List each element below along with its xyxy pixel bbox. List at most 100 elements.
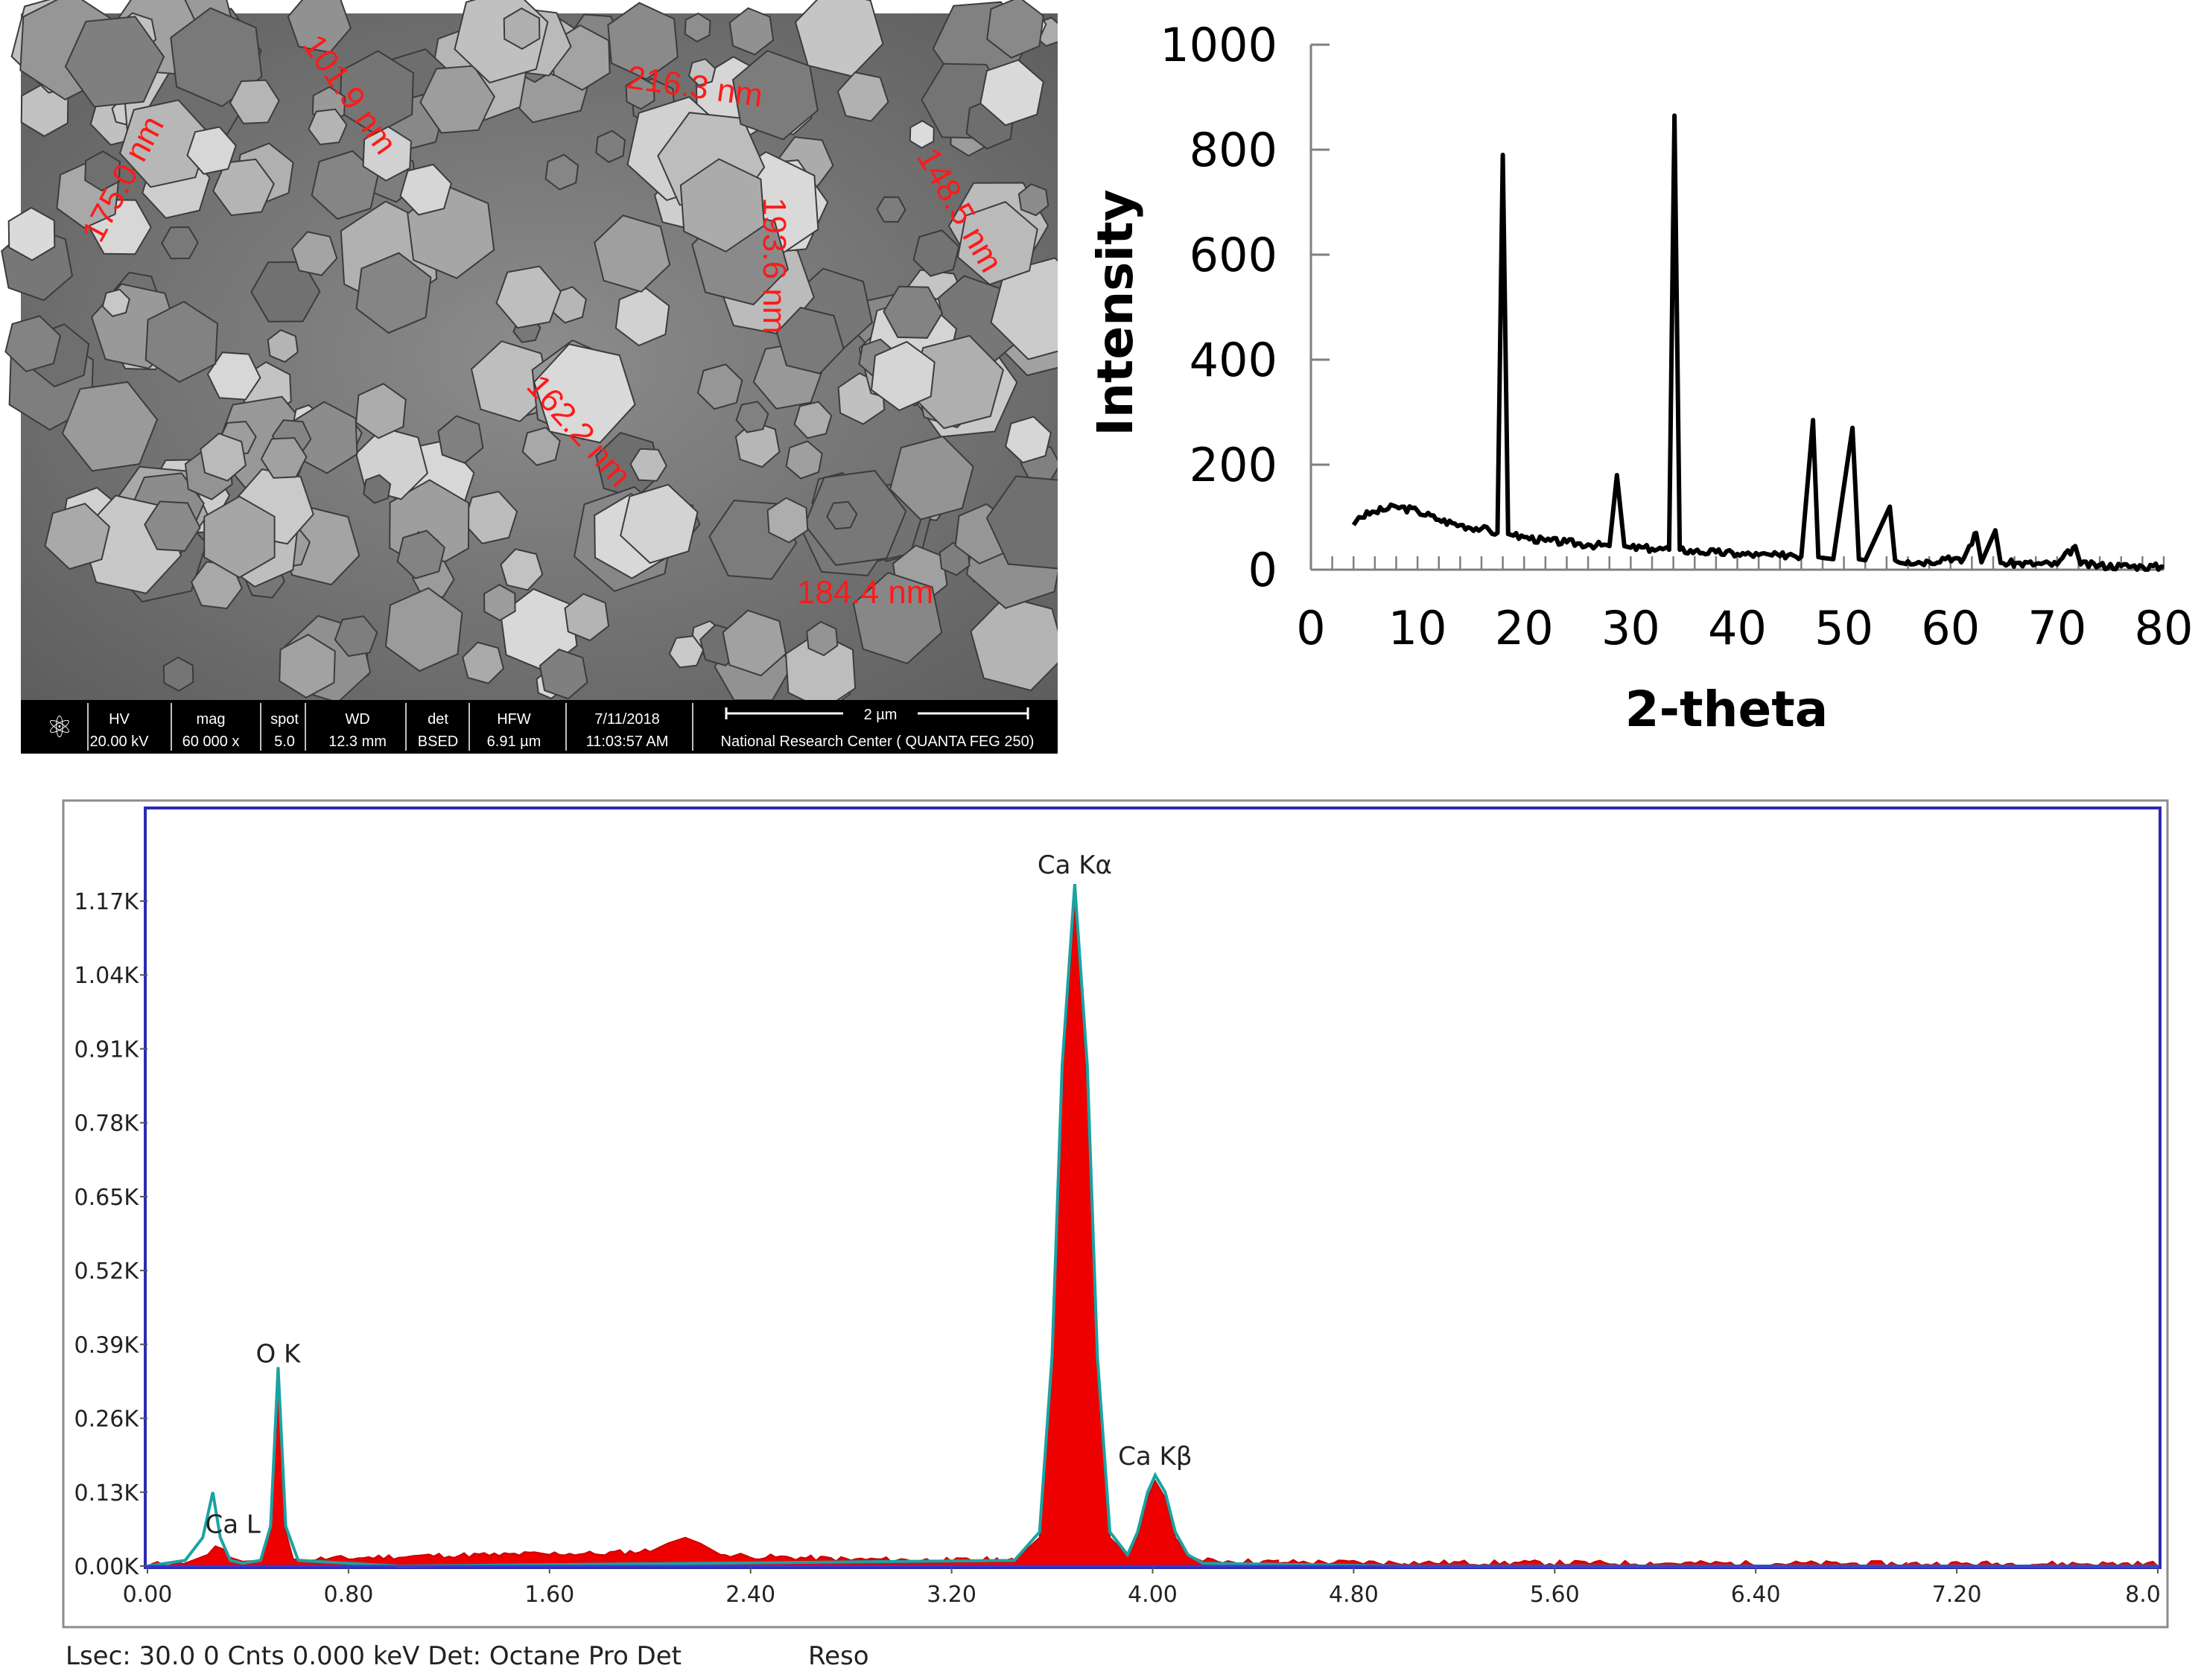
eds-y-tick-label: 0.65K: [74, 1185, 140, 1211]
sem-crystal: [144, 300, 219, 384]
xrd-y-tick-label: 200: [1190, 438, 1277, 492]
sem-crystal: [437, 415, 484, 464]
sem-crystal: [101, 288, 130, 317]
info-bar-value: 5.0: [274, 734, 295, 750]
eds-y-tick-label: 1.04K: [74, 963, 140, 989]
sem-crystal: [595, 130, 626, 163]
eds-x-tick-label: 6.40: [1731, 1582, 1781, 1608]
sem-crystal: [399, 163, 452, 216]
info-bar-header: det: [428, 711, 448, 728]
sem-crystal: [363, 474, 392, 504]
sem-crystal: [161, 226, 199, 260]
info-bar-value: 60 000 x: [182, 734, 240, 750]
sem-crystal: [625, 76, 655, 110]
sem-crystal: [668, 635, 705, 669]
sem-crystal: [912, 229, 960, 277]
sem-crystal: [564, 593, 610, 642]
sem-crystal: [728, 7, 775, 56]
xrd-x-tick-label: 70: [2027, 601, 2086, 655]
sem-crystal: [684, 12, 711, 43]
sem-crystal: [889, 435, 974, 521]
sem-crystal: [362, 126, 412, 182]
eds-peak-label: Ca Kβ: [1118, 1442, 1192, 1471]
sem-crystal: [206, 351, 261, 401]
xrd-x-tick-label: 80: [2135, 601, 2194, 655]
sem-crystal: [722, 609, 787, 677]
sem-crystal: [970, 596, 1058, 692]
xrd-axes: [1309, 43, 2165, 571]
sem-crystal: [396, 529, 445, 579]
eds-x-tick-label: 4.80: [1329, 1582, 1379, 1608]
sem-crystal: [84, 150, 121, 192]
xrd-x-tick-label: 60: [1921, 601, 1980, 655]
info-bar-header: HFW: [497, 711, 531, 728]
sem-crystal: [64, 16, 165, 108]
eds-y-tick-label: 0.52K: [74, 1259, 140, 1285]
sem-crystal: [826, 500, 858, 530]
instrument-label: National Research Center ( QUANTA FEG 25…: [721, 734, 1035, 750]
sem-crystal: [170, 7, 263, 107]
sem-crystal: [614, 287, 670, 347]
sem-crystal: [607, 1, 679, 80]
sem-crystal: [679, 158, 766, 253]
info-bar-value: BSED: [418, 734, 458, 750]
sem-crystal: [334, 615, 378, 658]
sem-crystal: [876, 196, 906, 223]
info-bar-header: mag: [197, 711, 226, 728]
eds-x-tick-label: 7.20: [1932, 1582, 1982, 1608]
eds-x-tick-label: 5.60: [1530, 1582, 1580, 1608]
sem-crystal: [533, 343, 636, 444]
eds-x-tick-label: 3.20: [927, 1582, 976, 1608]
sem-crystal: [355, 252, 432, 334]
xrd-y-tick-label: 800: [1190, 123, 1277, 177]
sem-crystal: [1017, 183, 1049, 217]
eds-peak-annotations: Ca L O K Ca Kα Ca Kβ: [206, 850, 1192, 1539]
sem-crystal: [44, 503, 111, 570]
sem-crystal: [144, 500, 201, 552]
eds-y-tick-label: 0.13K: [74, 1480, 140, 1506]
sem-crystal: [909, 334, 1005, 430]
sem-crystal: [852, 571, 943, 665]
sem-measurement-label: 193.6 nm: [756, 197, 793, 334]
eds-peak-label: Ca L: [206, 1509, 261, 1539]
sem-crystal: [687, 58, 717, 86]
eds-footer-left: Lsec: 30.0 0 Cnts 0.000 keV Det: Octane …: [66, 1641, 682, 1671]
eds-footer-right: Reso: [808, 1641, 869, 1671]
sem-crystal: [503, 7, 541, 50]
sem-crystal: [979, 59, 1044, 127]
info-bar-value: 12.3 mm: [328, 734, 387, 750]
sem-crystal: [500, 548, 544, 591]
info-bar-header: spot: [270, 711, 299, 728]
sem-crystal: [355, 383, 407, 439]
sem-crystal: [620, 483, 699, 564]
sem-crystal: [775, 306, 845, 375]
xrd-x-axis-title: 2-theta: [1625, 681, 1829, 738]
sem-crystal-texture: [1, 0, 1058, 711]
eds-x-tick-label: 0.80: [324, 1582, 374, 1608]
eds-x-tick-label: 8.0: [2125, 1582, 2161, 1608]
eds-x-tick-labels: 0.00 0.80 1.60 2.40 3.20 4.00 4.80 5.60 6.40 7.20…: [123, 1566, 2161, 1608]
sem-micrograph-panel: 101.9 nm 216.3 nm 175.0 nm 148.5 nm 193.…: [1, 0, 1058, 754]
sem-crystal: [267, 329, 299, 363]
eds-x-tick-label: 2.40: [725, 1582, 775, 1608]
sem-crystal: [470, 340, 551, 423]
sem-crystal: [986, 0, 1044, 59]
sem-crystal: [785, 440, 823, 480]
sem-crystal: [544, 153, 579, 191]
sem-crystal: [495, 265, 562, 329]
eds-x-tick-label: 1.60: [524, 1582, 574, 1608]
xrd-series-line: [1351, 113, 2165, 572]
sem-crystal: [384, 587, 463, 672]
atom-icon: ⚛: [46, 710, 73, 745]
xrd-chart: 0 200 400 600 800 1000 0 10 20 30 40 50 60 70 80 2-th…: [1087, 18, 2194, 738]
sem-crystal: [956, 200, 1038, 286]
xrd-y-tick-labels: 0 200 400 600 800 1000: [1160, 18, 1277, 597]
info-bar-value: 20.00 kV: [90, 734, 150, 750]
sem-crystal: [521, 426, 561, 466]
sem-crystal: [200, 432, 247, 482]
xrd-y-tick-label: 1000: [1160, 18, 1277, 72]
sem-crystal: [806, 620, 839, 657]
sem-crystal: [61, 381, 159, 472]
xrd-x-tick-label: 50: [1814, 601, 1873, 655]
sem-crystal: [308, 108, 348, 146]
